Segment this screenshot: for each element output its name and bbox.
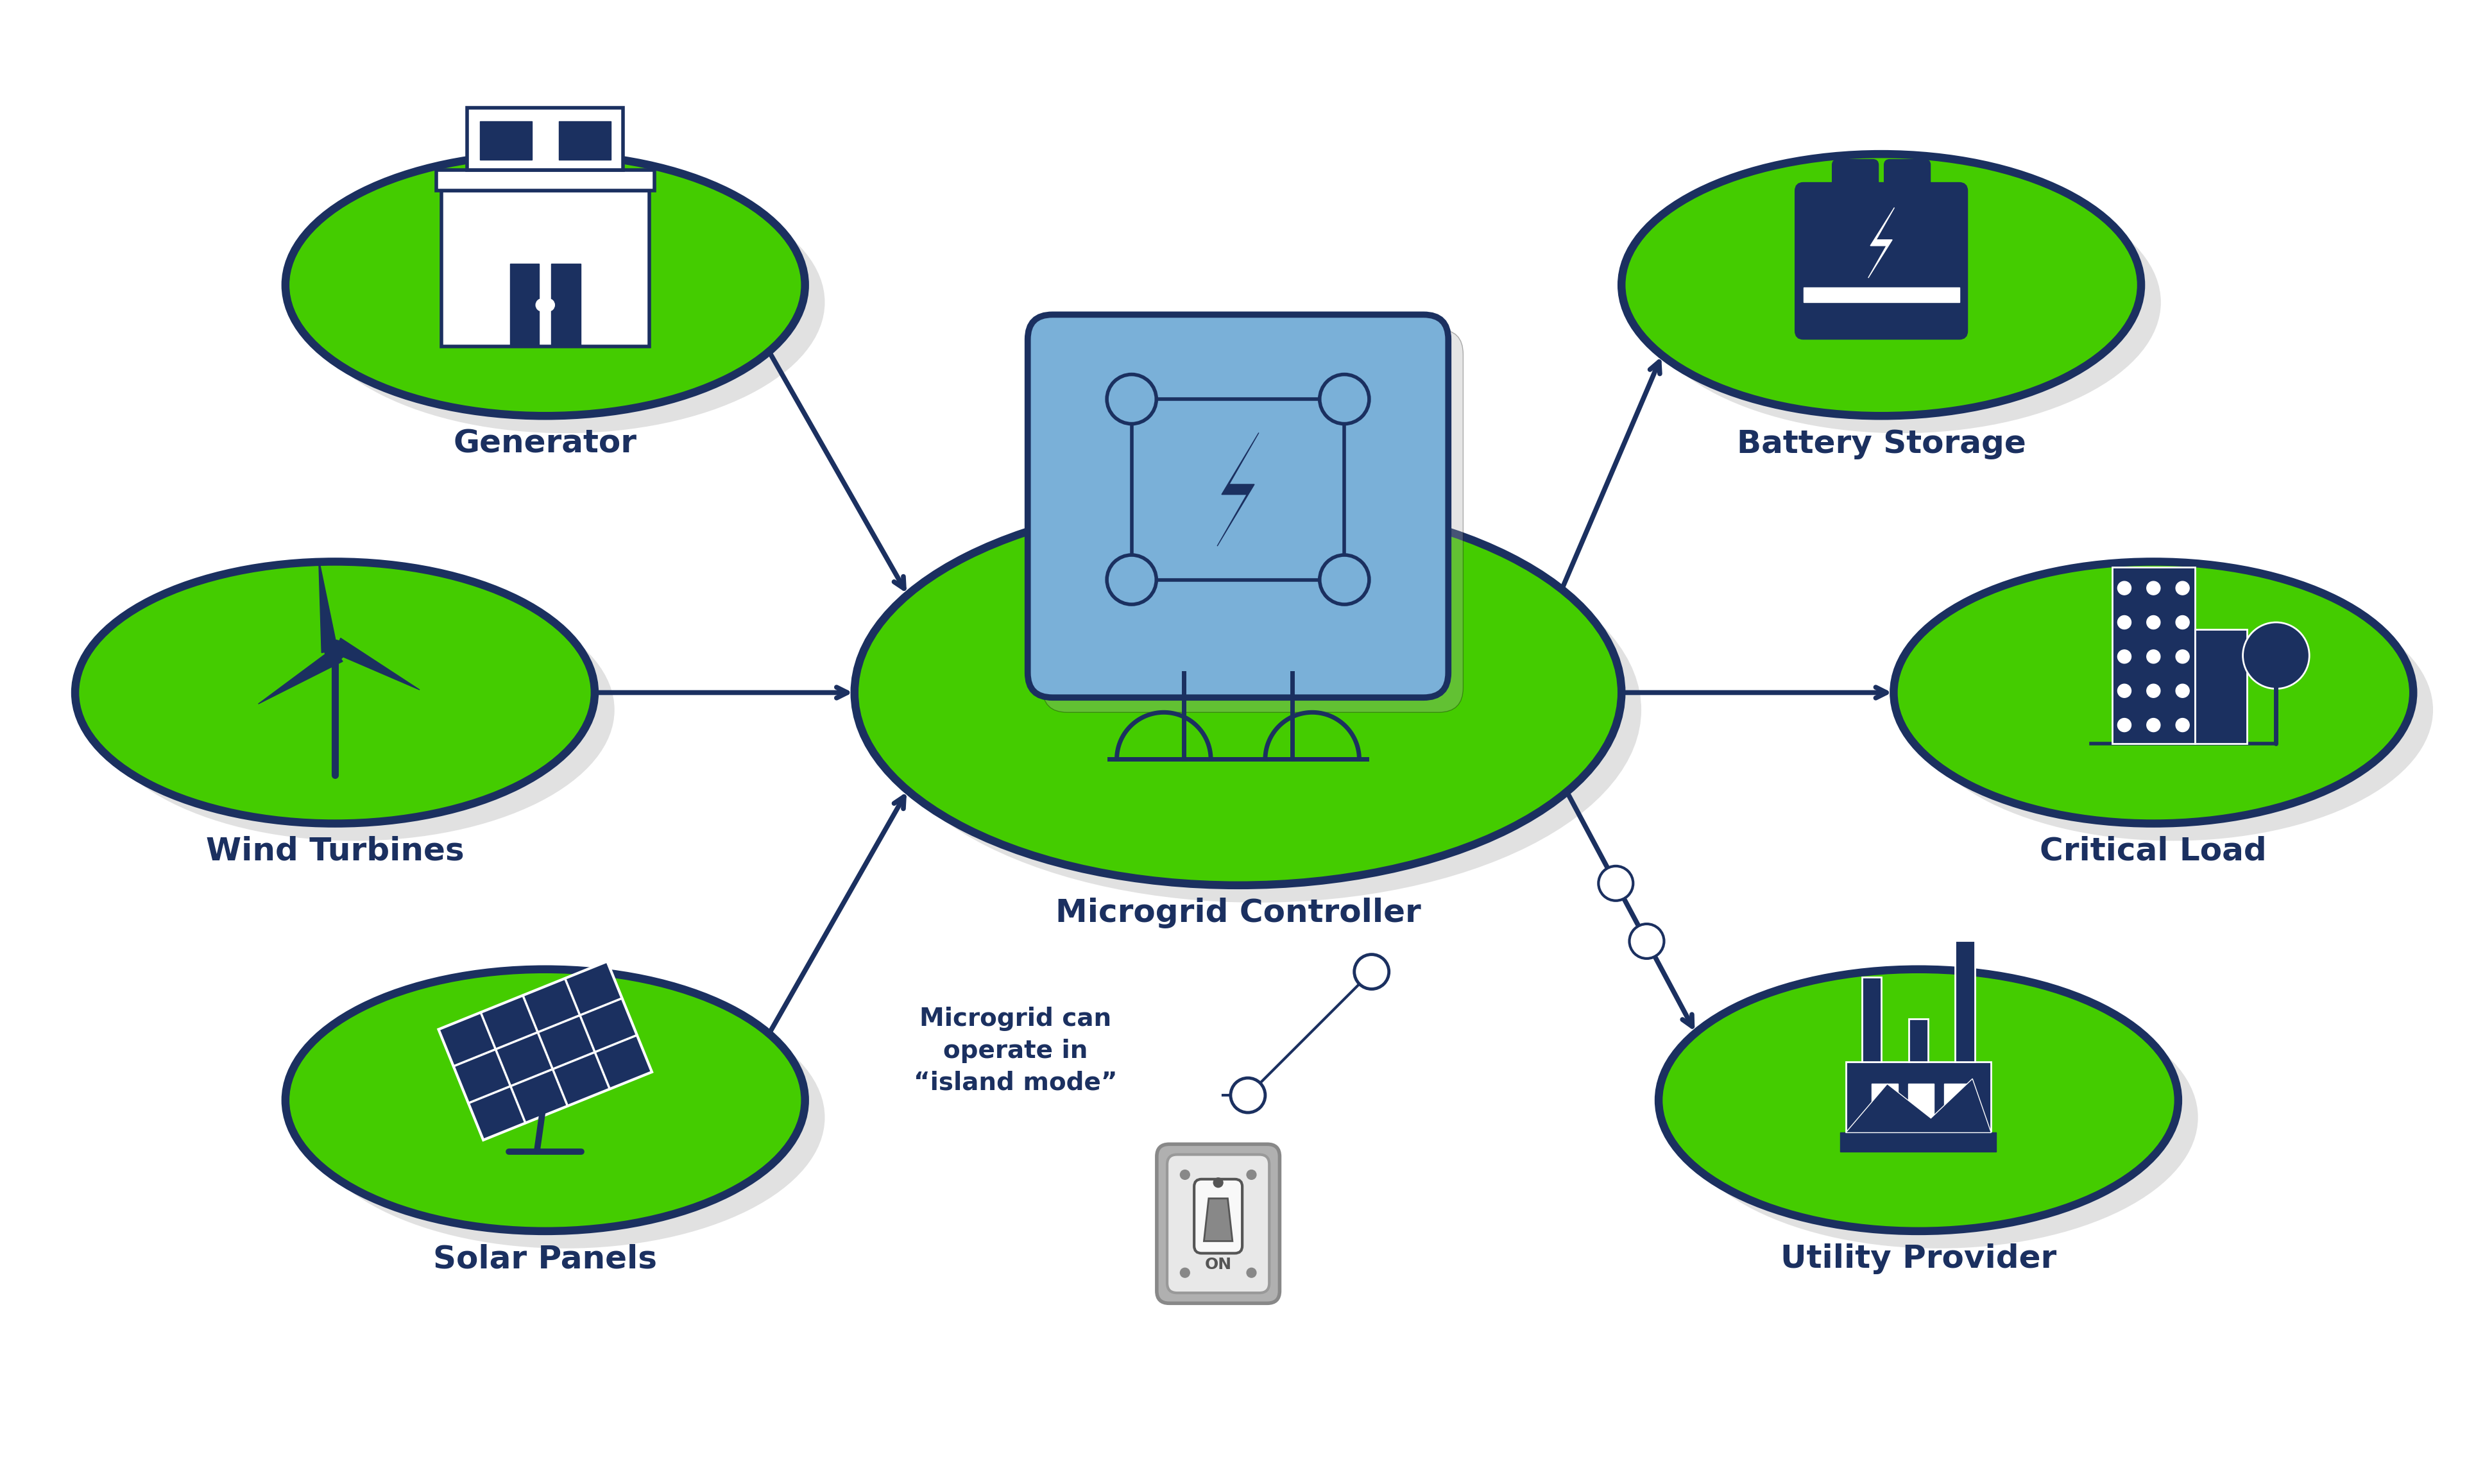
FancyBboxPatch shape [1166,1155,1270,1293]
Circle shape [1181,1169,1188,1180]
Polygon shape [468,108,624,171]
Circle shape [1320,555,1369,604]
Ellipse shape [1679,987,2199,1248]
Polygon shape [1803,300,1959,316]
Circle shape [2147,718,2159,732]
Polygon shape [1845,1079,1991,1132]
Circle shape [324,640,344,660]
Circle shape [2117,684,2132,697]
Polygon shape [1944,1083,1971,1125]
Circle shape [2176,616,2189,629]
Circle shape [1354,954,1389,988]
Polygon shape [438,962,651,1140]
FancyBboxPatch shape [1795,184,1966,338]
Polygon shape [560,122,612,160]
Ellipse shape [1642,171,2162,433]
Circle shape [1248,1169,1255,1180]
Ellipse shape [285,154,805,416]
Polygon shape [1956,941,1976,1063]
Circle shape [2243,622,2310,689]
Circle shape [2176,684,2189,697]
Polygon shape [510,264,540,346]
Circle shape [2117,582,2132,595]
Polygon shape [1869,208,1894,278]
FancyBboxPatch shape [1832,160,1877,199]
Polygon shape [480,122,532,160]
Ellipse shape [285,969,805,1232]
Polygon shape [1203,1199,1233,1241]
Polygon shape [1840,1132,1996,1152]
Ellipse shape [1914,579,2434,841]
Polygon shape [334,638,418,690]
Ellipse shape [1622,154,2142,416]
Ellipse shape [1894,561,2414,824]
Ellipse shape [94,579,614,841]
Circle shape [2176,718,2189,732]
Circle shape [1213,1178,1223,1187]
Circle shape [1181,1267,1188,1278]
Ellipse shape [1659,969,2179,1232]
Circle shape [2147,650,2159,663]
Circle shape [542,298,555,312]
Circle shape [2176,582,2189,595]
Circle shape [1599,867,1634,901]
Polygon shape [552,264,579,346]
Ellipse shape [854,500,1622,886]
Circle shape [1107,374,1156,424]
Text: Utility Provider: Utility Provider [1780,1244,2058,1275]
Text: Generator: Generator [453,429,636,459]
Polygon shape [1218,433,1258,546]
Text: ON: ON [1206,1257,1231,1272]
FancyBboxPatch shape [1028,315,1448,697]
FancyBboxPatch shape [1193,1180,1243,1254]
Polygon shape [319,558,337,653]
Polygon shape [1909,1083,1934,1125]
Circle shape [1231,1077,1265,1113]
Circle shape [1629,925,1664,959]
Ellipse shape [305,987,825,1248]
Ellipse shape [305,171,825,433]
Polygon shape [1862,976,1882,1063]
Ellipse shape [74,561,594,824]
Circle shape [2176,650,2189,663]
Text: Microgrid Controller: Microgrid Controller [1055,898,1421,929]
Polygon shape [1872,1083,1897,1125]
Polygon shape [1909,1018,1929,1063]
Text: Critical Load: Critical Load [2040,835,2268,867]
Text: Battery Storage: Battery Storage [1736,429,2025,459]
FancyBboxPatch shape [1042,329,1463,712]
FancyBboxPatch shape [1884,160,1929,199]
Text: Wind Turbines: Wind Turbines [206,835,463,867]
Circle shape [2147,616,2159,629]
Polygon shape [2112,567,2196,743]
Polygon shape [436,171,654,191]
Polygon shape [1845,1063,1991,1132]
Polygon shape [441,191,649,346]
Circle shape [2117,650,2132,663]
Circle shape [1107,555,1156,604]
Circle shape [1248,1267,1255,1278]
Polygon shape [1803,288,1959,301]
Text: Microgrid can
operate in
“island mode”: Microgrid can operate in “island mode” [914,1006,1117,1095]
FancyBboxPatch shape [1156,1144,1280,1303]
Circle shape [2117,616,2132,629]
Polygon shape [2196,629,2248,743]
Ellipse shape [874,518,1642,902]
Circle shape [2147,684,2159,697]
Circle shape [535,298,547,312]
Polygon shape [258,649,342,703]
Circle shape [1320,374,1369,424]
Circle shape [2147,582,2159,595]
Circle shape [2117,718,2132,732]
Text: Solar Panels: Solar Panels [433,1244,656,1275]
